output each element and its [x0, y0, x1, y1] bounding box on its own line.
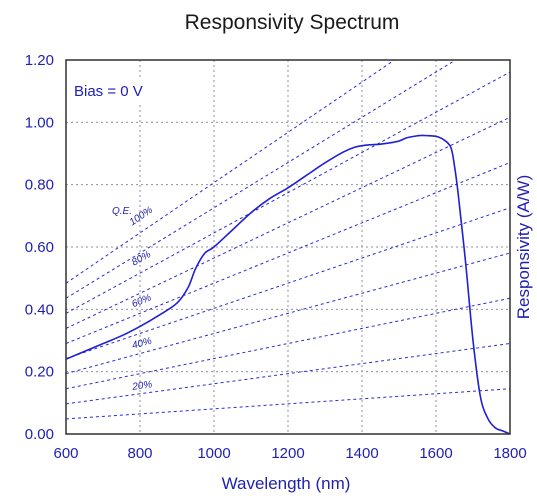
qe-label: Q.E.	[112, 206, 132, 217]
x-tick-label: 800	[127, 445, 152, 462]
qe-line-20	[66, 343, 510, 405]
qe-line-90	[66, 60, 457, 299]
y-tick-label: 1.00	[25, 114, 54, 131]
qe-label-20: 20%	[131, 379, 153, 393]
x-tick-label: 1800	[493, 445, 526, 462]
y-axis-ticks: 0.00 0.20 0.40 0.60 0.80 1.00 1.20	[25, 52, 54, 443]
responsivity-curve	[65, 134, 511, 435]
x-tick-label: 1400	[345, 445, 378, 462]
qe-line-50	[66, 207, 510, 360]
qe-line-10	[66, 388, 510, 420]
y-tick-label: 1.20	[25, 52, 54, 69]
y-tick-label: 0.60	[25, 239, 54, 256]
y-tick-label: 0.00	[25, 426, 54, 443]
plot-frame	[65, 59, 511, 435]
qe-line-60	[66, 162, 510, 344]
x-tick-label: 600	[53, 445, 78, 462]
qe-label-40: 40%	[131, 336, 153, 352]
x-tick-label: 1600	[419, 445, 452, 462]
chart-title: Responsivity Spectrum	[185, 11, 400, 34]
qe-label-80: 80%	[130, 249, 153, 268]
qe-lines	[66, 60, 510, 420]
qe-line-40	[66, 252, 510, 375]
x-tick-label: 1200	[271, 445, 304, 462]
x-axis-label: Wavelength (nm)	[222, 474, 351, 493]
y-tick-label: 0.40	[25, 301, 54, 318]
grid	[66, 60, 510, 434]
x-tick-label: 1000	[197, 445, 230, 462]
qe-line-80	[66, 71, 510, 314]
responsivity-curve-group	[65, 134, 511, 435]
y-tick-label: 0.80	[25, 177, 54, 194]
bias-annotation: Bias = 0 V	[74, 83, 143, 100]
qe-label-60: 60%	[130, 292, 153, 310]
x-axis-ticks: 600 800 1000 1200 1400 1600 1800	[53, 445, 526, 462]
y-axis-label: Responsivity (A/W)	[514, 175, 533, 320]
y-tick-label: 0.20	[25, 364, 54, 381]
bias-annotation-box	[70, 80, 174, 102]
qe-line-70	[66, 116, 510, 329]
